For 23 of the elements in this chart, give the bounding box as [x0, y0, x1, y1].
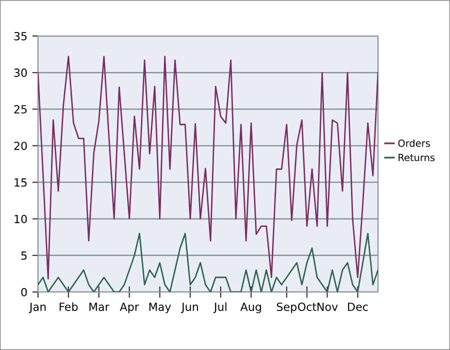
x-tick-label: Jan [28, 302, 46, 314]
x-tick-label: Apr [120, 302, 139, 314]
x-tick-label: Mar [90, 302, 110, 312]
y-tick-label: 20 [14, 142, 27, 150]
x-tick-label: Nov [318, 302, 338, 312]
line-series [38, 56, 378, 280]
x-tick-label: Feb [60, 302, 78, 312]
y-tick-label: 5 [21, 252, 27, 260]
x-tick-label: Dec [348, 302, 368, 312]
legend-label: Orders [398, 139, 430, 147]
x-tick-label: Jul [213, 302, 226, 314]
y-tick-label: 35 [14, 32, 27, 40]
y-tick-label: 10 [14, 214, 27, 224]
legend-label: Returns [398, 154, 435, 162]
x-tick-label: Oct [298, 302, 316, 312]
y-tick-label: 30 [14, 68, 27, 77]
x-tick-label: Jun [180, 302, 198, 314]
x-tick-label: Aug [240, 302, 261, 314]
y-tick-label: 15 [14, 178, 27, 187]
x-tick-label: Sep [276, 302, 297, 314]
x-tick-label: May [149, 302, 171, 314]
y-tick-label: 25 [14, 105, 27, 114]
y-tick-label: 0 [21, 288, 27, 296]
